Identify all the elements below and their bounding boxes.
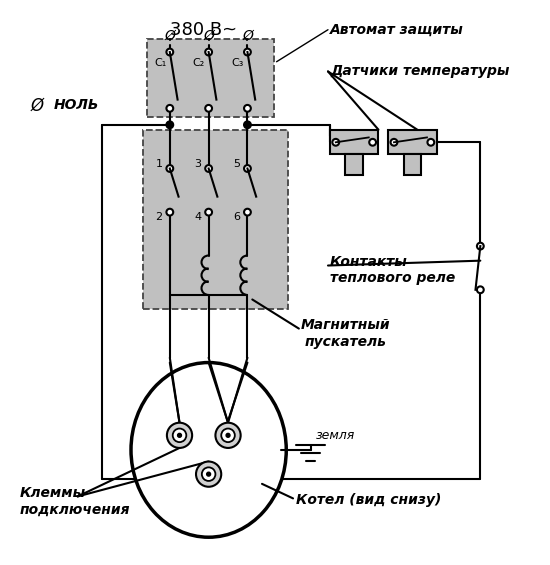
Circle shape: [427, 139, 435, 146]
Text: Контакты
теплового реле: Контакты теплового реле: [330, 255, 455, 285]
Text: 4: 4: [194, 212, 201, 222]
Bar: [330, 130, 378, 154]
Circle shape: [244, 165, 251, 172]
Circle shape: [167, 165, 173, 172]
Circle shape: [205, 105, 212, 112]
Circle shape: [390, 139, 397, 146]
Text: 6: 6: [233, 212, 240, 222]
Text: Автомат защиты: Автомат защиты: [330, 23, 464, 37]
Text: C₁: C₁: [154, 58, 166, 68]
Bar: [142, 130, 288, 309]
Text: Магнитный
пускатель: Магнитный пускатель: [301, 318, 390, 349]
Text: Датчики температуры: Датчики температуры: [330, 64, 509, 79]
Text: НОЛЬ: НОЛЬ: [53, 98, 99, 112]
Text: 380 В~: 380 В~: [170, 21, 238, 39]
Circle shape: [205, 208, 212, 215]
Circle shape: [167, 423, 192, 448]
Circle shape: [226, 433, 230, 437]
Circle shape: [477, 286, 484, 293]
Circle shape: [244, 105, 251, 112]
Circle shape: [207, 472, 211, 476]
Text: 1: 1: [156, 159, 163, 168]
Circle shape: [216, 423, 241, 448]
Bar: [388, 130, 437, 154]
Circle shape: [244, 208, 251, 215]
Circle shape: [205, 49, 212, 55]
Bar: [345, 154, 363, 175]
Text: Котел (вид снизу): Котел (вид снизу): [296, 493, 441, 507]
Text: 3: 3: [195, 159, 201, 168]
Text: Ø: Ø: [30, 97, 43, 114]
Circle shape: [167, 121, 173, 128]
Circle shape: [369, 139, 376, 146]
Circle shape: [244, 121, 251, 128]
Circle shape: [205, 165, 212, 172]
Text: Ø: Ø: [164, 29, 175, 42]
Circle shape: [167, 105, 173, 112]
Circle shape: [167, 49, 173, 55]
Circle shape: [196, 462, 221, 487]
Circle shape: [477, 243, 484, 250]
Circle shape: [178, 433, 182, 437]
Text: земля: земля: [315, 429, 355, 442]
Text: C₂: C₂: [193, 58, 205, 68]
Text: 5: 5: [233, 159, 240, 168]
Ellipse shape: [131, 363, 286, 537]
Circle shape: [332, 139, 339, 146]
Text: C₃: C₃: [232, 58, 244, 68]
Bar: [404, 154, 421, 175]
Text: 2: 2: [156, 212, 163, 222]
Text: Клеммы
подключения: Клеммы подключения: [19, 486, 130, 516]
Bar: [147, 40, 274, 117]
Circle shape: [173, 428, 186, 442]
Circle shape: [167, 208, 173, 215]
Text: Ø: Ø: [203, 29, 214, 42]
Circle shape: [244, 49, 251, 55]
Circle shape: [202, 467, 216, 481]
Text: Ø: Ø: [242, 29, 253, 42]
Circle shape: [221, 428, 235, 442]
